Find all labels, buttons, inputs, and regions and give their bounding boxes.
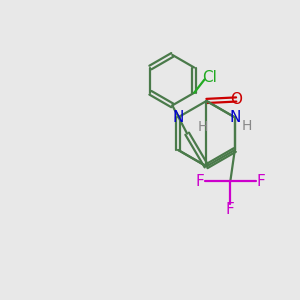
Text: O: O: [230, 92, 242, 107]
Text: H: H: [197, 120, 208, 134]
Text: Cl: Cl: [202, 70, 217, 85]
Text: H: H: [242, 118, 253, 133]
Text: N: N: [229, 110, 241, 125]
Text: F: F: [256, 174, 265, 189]
Text: F: F: [226, 202, 235, 217]
Text: F: F: [195, 174, 204, 189]
Text: N: N: [172, 110, 184, 125]
